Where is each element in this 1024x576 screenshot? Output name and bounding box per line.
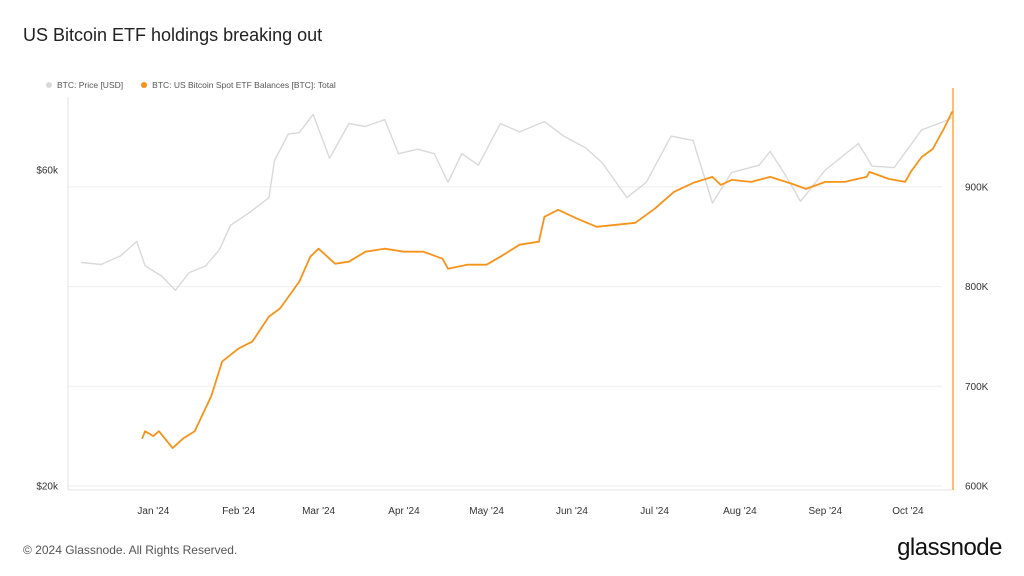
grid-lines [68,186,942,487]
price-line [81,113,953,291]
right-tick-label: 700K [965,382,989,393]
etf-balances-line [141,111,953,449]
legend-label-price: BTC: Price [USD] [57,80,124,90]
x-tick-label: Apr '24 [388,506,420,517]
legend-label-etf-balances: BTC: US Bitcoin Spot ETF Balances [BTC]:… [152,80,336,90]
x-tick-label: Feb '24 [222,506,255,517]
glassnode-logo[interactable]: glassnode [897,534,1002,561]
axes [67,88,954,491]
copyright-footer: © 2024 Glassnode. All Rights Reserved. [23,543,238,557]
left-tick-label: $60k [36,166,59,177]
x-tick-label: Sep '24 [809,506,843,517]
tick-labels: Jan '24 Feb '24 Mar '24 Apr '24 May '24 Jun '… [36,166,988,518]
x-tick-label: Aug '24 [723,506,757,517]
right-tick-label: 800K [965,282,989,293]
chart-title: US Bitcoin ETF holdings breaking out [23,25,323,45]
legend-dot-price [46,82,52,88]
legend-item-price[interactable]: BTC: Price [USD] [46,80,123,90]
x-tick-label: Jan '24 [137,506,169,517]
x-tick-label: Mar '24 [302,506,335,517]
series-lines [81,111,953,449]
chart-legend: BTC: Price [USD] BTC: US Bitcoin Spot ET… [46,80,336,90]
legend-dot-etf-balances [141,82,148,88]
x-tick-label: Oct '24 [892,506,924,517]
legend-item-etf-balances[interactable]: BTC: US Bitcoin Spot ETF Balances [BTC]:… [141,80,336,90]
x-tick-label: Jul '24 [640,506,669,517]
x-tick-label: May '24 [469,506,504,517]
left-tick-label: $20k [36,482,59,493]
right-tick-label: 900K [965,182,989,193]
right-tick-label: 600K [965,482,989,493]
x-tick-label: Jun '24 [556,506,588,517]
